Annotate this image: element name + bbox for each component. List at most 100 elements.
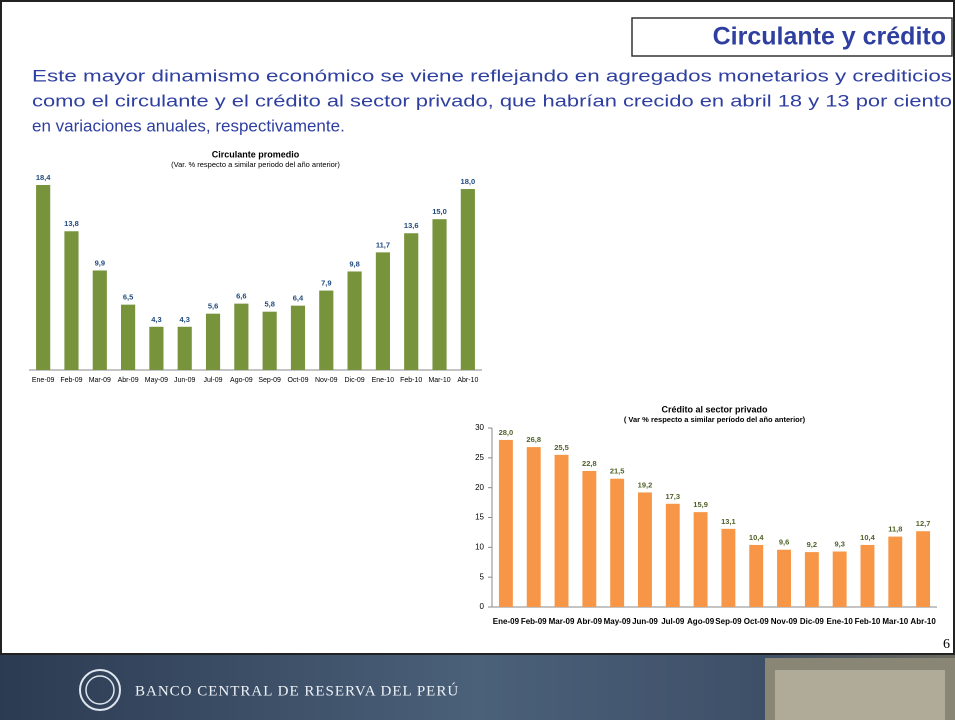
data-label: 9,9 bbox=[95, 258, 105, 267]
x-tick-label: Ago-09 bbox=[687, 617, 715, 626]
data-label: 9,3 bbox=[834, 539, 844, 548]
data-label: 10,4 bbox=[860, 533, 875, 542]
x-tick-label: Abr-10 bbox=[457, 377, 478, 384]
x-tick-label: Abr-09 bbox=[577, 617, 603, 626]
data-label: 13,8 bbox=[64, 219, 79, 228]
bar bbox=[498, 439, 513, 607]
bar bbox=[375, 252, 390, 370]
bar bbox=[693, 512, 708, 607]
x-tick-label: Dic-09 bbox=[800, 617, 825, 626]
bar bbox=[638, 492, 652, 607]
bar bbox=[121, 304, 136, 370]
data-label: 28,0 bbox=[499, 428, 514, 437]
data-label: 25,5 bbox=[554, 443, 569, 452]
bar bbox=[916, 531, 931, 607]
bar bbox=[64, 231, 79, 370]
bank-logo-inner bbox=[85, 675, 115, 705]
bar bbox=[582, 470, 597, 607]
data-label: 10,4 bbox=[749, 533, 764, 542]
data-label: 22,8 bbox=[582, 459, 597, 468]
x-tick-label: Feb-10 bbox=[855, 617, 881, 626]
data-label: 11,8 bbox=[888, 525, 902, 534]
footer-bank-name: BANCO CENTRAL DE RESERVA DEL PERÚ bbox=[135, 682, 459, 699]
x-tick-label: Oct-09 bbox=[287, 377, 308, 384]
x-tick-label: Feb-09 bbox=[60, 377, 82, 384]
data-label: 13,1 bbox=[721, 517, 736, 526]
bar bbox=[347, 271, 362, 370]
data-label: 15,9 bbox=[693, 500, 708, 509]
bar bbox=[804, 552, 819, 607]
x-tick-label: Nov-09 bbox=[771, 617, 798, 626]
chart-subtitle: ( Var % respecto a similar período del a… bbox=[624, 415, 806, 424]
data-label: 4,3 bbox=[151, 315, 161, 324]
chart-subtitle: (Var. % respecto a similar periodo del a… bbox=[171, 160, 340, 169]
bar bbox=[319, 290, 334, 370]
x-tick-label: Mar-09 bbox=[89, 377, 111, 384]
x-tick-label: Oct-09 bbox=[744, 617, 769, 626]
x-tick-label: Jun-09 bbox=[632, 617, 658, 626]
y-tick-label: 20 bbox=[475, 483, 484, 492]
x-tick-label: Sep-09 bbox=[715, 617, 742, 626]
footer-photo-building bbox=[775, 670, 945, 720]
bar bbox=[177, 326, 192, 370]
x-tick-label: Nov-09 bbox=[315, 377, 338, 384]
bar bbox=[262, 311, 277, 370]
y-tick-label: 30 bbox=[475, 423, 484, 432]
x-tick-label: Feb-09 bbox=[521, 617, 547, 626]
body-line: Este mayor dinamismo económico se viene … bbox=[32, 66, 952, 85]
chart-title: Circulante promedio bbox=[212, 149, 300, 159]
chart-title: Crédito al sector privado bbox=[661, 404, 768, 414]
y-tick-label: 10 bbox=[475, 542, 484, 551]
data-label: 9,6 bbox=[779, 538, 789, 547]
bar bbox=[460, 189, 475, 370]
bar bbox=[290, 305, 306, 370]
x-tick-label: Ene-09 bbox=[493, 617, 520, 626]
bar bbox=[432, 219, 447, 370]
data-label: 18,4 bbox=[36, 173, 51, 182]
bar bbox=[554, 454, 569, 607]
body-line: como el circulante y el crédito al secto… bbox=[32, 91, 952, 110]
x-tick-label: Abr-10 bbox=[910, 617, 936, 626]
x-tick-label: Jun-09 bbox=[174, 377, 196, 384]
x-tick-label: Ene-09 bbox=[32, 377, 55, 384]
slide-title: Circulante y crédito bbox=[713, 23, 946, 51]
bar bbox=[888, 536, 903, 607]
x-tick-label: Mar-10 bbox=[882, 617, 908, 626]
data-label: 21,5 bbox=[610, 467, 625, 476]
body-line: en variaciones anuales, respectivamente. bbox=[32, 116, 345, 135]
bar bbox=[665, 503, 680, 607]
x-tick-label: Sep-09 bbox=[258, 377, 281, 384]
bar bbox=[234, 303, 249, 370]
x-tick-label: Abr-09 bbox=[118, 377, 139, 384]
x-tick-label: Ago-09 bbox=[230, 377, 253, 384]
bar bbox=[860, 544, 875, 607]
data-label: 9,2 bbox=[807, 540, 817, 549]
data-label: 7,9 bbox=[321, 279, 331, 288]
bank-logo bbox=[79, 669, 121, 711]
x-tick-label: Ene-10 bbox=[827, 617, 854, 626]
x-tick-label: Mar-09 bbox=[549, 617, 575, 626]
page-number: 6 bbox=[943, 637, 950, 652]
bar bbox=[149, 326, 164, 370]
bar bbox=[610, 478, 625, 607]
data-label: 18,0 bbox=[461, 177, 476, 186]
bar bbox=[777, 549, 791, 607]
x-tick-label: Jul-09 bbox=[661, 617, 685, 626]
data-label: 9,8 bbox=[349, 259, 359, 268]
y-tick-label: 15 bbox=[475, 513, 484, 522]
x-tick-label: Ene-10 bbox=[372, 377, 395, 384]
data-label: 5,6 bbox=[208, 302, 218, 311]
x-tick-label: May-09 bbox=[145, 377, 168, 384]
data-label: 6,4 bbox=[293, 294, 304, 303]
x-tick-label: Feb-10 bbox=[400, 377, 422, 384]
data-label: 19,2 bbox=[638, 480, 653, 489]
data-label: 4,3 bbox=[180, 315, 190, 324]
data-label: 5,8 bbox=[264, 300, 274, 309]
bar bbox=[404, 233, 419, 370]
x-tick-label: Dic-09 bbox=[344, 377, 364, 384]
y-tick-label: 5 bbox=[480, 572, 485, 581]
data-label: 6,5 bbox=[123, 293, 133, 302]
x-tick-label: Mar-10 bbox=[428, 377, 450, 384]
data-label: 12,7 bbox=[916, 519, 931, 528]
